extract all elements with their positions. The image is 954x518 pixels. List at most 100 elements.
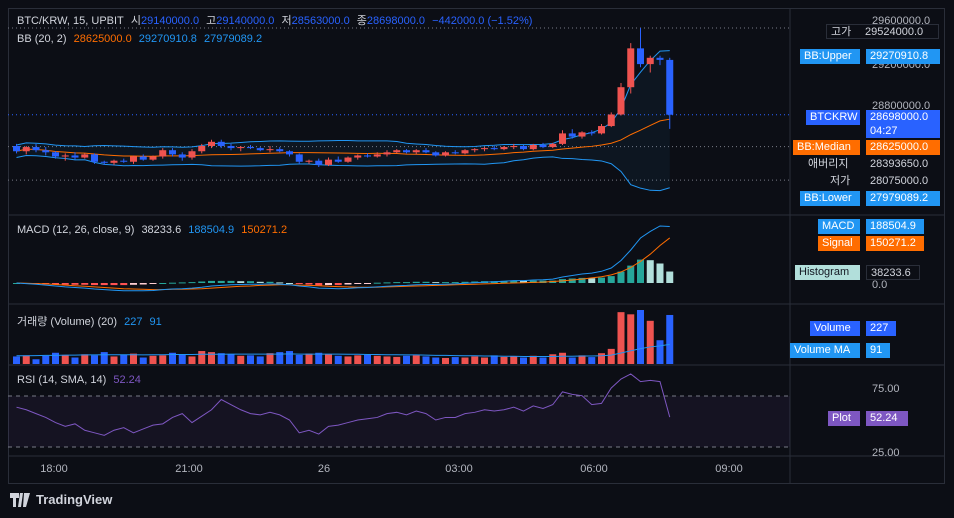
candle-body: [529, 144, 537, 150]
volume-bar: [432, 357, 440, 364]
macd-histogram-bar: [139, 283, 147, 285]
candle-body: [13, 146, 20, 152]
rsi-label: RSI (14, SMA, 14): [17, 374, 107, 386]
macd-histogram-bar: [344, 283, 352, 285]
volume-bar: [656, 340, 664, 364]
candle-body: [656, 57, 664, 60]
tradingview-wordmark: TradingView: [36, 492, 113, 507]
open-value: 29140000.0: [140, 15, 200, 27]
volume-value: 227: [124, 316, 143, 328]
macd-tick-0: 0.0: [872, 279, 887, 291]
macd-histogram-bar: [442, 282, 449, 284]
macd-tag-label: MACD: [818, 219, 860, 234]
candle-body: [666, 59, 674, 115]
volume-legend[interactable]: 거래량 (Volume) (20) 227 91: [17, 313, 166, 329]
signal-tag-label: Signal: [818, 236, 860, 251]
high-label: 고: [206, 15, 217, 27]
last-price-tag-label: BTCKRW: [806, 110, 860, 125]
volume-bar: [149, 355, 157, 364]
low-label: 저: [281, 15, 292, 27]
volume-bar: [364, 354, 371, 364]
volume-bar: [305, 353, 313, 364]
candle-body: [588, 132, 596, 134]
volume-bar: [52, 352, 59, 364]
macd-histogram-bar: [286, 283, 293, 284]
candle-body: [22, 147, 30, 152]
macd-histogram-bar: [383, 282, 391, 284]
macd-histogram-bar: [334, 283, 342, 286]
candle-body: [91, 154, 98, 162]
candle-body: [471, 149, 479, 151]
candle-body: [266, 149, 274, 151]
bb-label: BB (20, 2): [17, 33, 67, 45]
candle-body: [256, 148, 264, 151]
volume-ma-value: 91: [149, 316, 162, 328]
symbol-name: BTC/KRW, 15, UPBIT: [17, 15, 124, 27]
volume-bar: [61, 354, 69, 364]
candle-body: [403, 150, 410, 153]
macd-histogram-bar: [627, 265, 635, 283]
macd-histogram-bar: [169, 282, 176, 284]
volume-bar: [42, 355, 50, 364]
macd-histogram-bar: [451, 282, 459, 284]
open-label: 시: [130, 15, 141, 27]
close-value: 28698000.0: [366, 15, 426, 27]
volume-bar: [344, 356, 352, 364]
macd-legend[interactable]: MACD (12, 26, close, 9) 38233.6 188504.9…: [17, 224, 291, 236]
macd-signal-line: [16, 237, 671, 291]
candle-body: [442, 152, 449, 156]
volume-bar: [666, 314, 674, 364]
volume-bar: [646, 320, 654, 364]
volume-bar: [500, 356, 508, 364]
volume-bar: [178, 354, 186, 364]
volume-bar: [490, 355, 498, 364]
candle-body: [227, 146, 235, 149]
macd-histogram-bar: [510, 280, 518, 283]
bb-legend[interactable]: BB (20, 2) 28625000.0 29270910.8 2797908…: [17, 33, 266, 45]
volume-bar: [81, 354, 89, 364]
candle-body: [412, 150, 420, 153]
macd-histogram-bar: [295, 283, 303, 284]
volume-bar: [481, 357, 488, 364]
macd-histogram-bar: [588, 278, 596, 283]
macd-histogram-bar: [120, 283, 128, 286]
rsi-plot-tag-label: Plot: [828, 411, 860, 426]
candle-body: [159, 150, 167, 157]
candle-body: [139, 156, 147, 160]
macd-histogram-bar: [373, 282, 381, 284]
candle-body: [100, 161, 108, 163]
candle-body: [500, 147, 508, 150]
volume-ma-line: [16, 343, 670, 357]
rsi-legend[interactable]: RSI (14, SMA, 14) 52.24: [17, 374, 145, 386]
macd-value: 188504.9: [188, 224, 235, 236]
time-tick-0900: 09:00: [715, 463, 743, 475]
volume-bar: [159, 355, 167, 364]
macd-tag-value: 188504.9: [866, 219, 924, 234]
macd-histogram-bar: [500, 280, 508, 283]
macd-histogram-bar: [305, 283, 313, 285]
candle-body: [481, 148, 488, 150]
bb-lower-line: [16, 154, 670, 192]
tradingview-logo[interactable]: TradingView: [10, 492, 112, 507]
volume-bar: [471, 356, 479, 364]
time-tick-0600: 06:00: [580, 463, 608, 475]
macd-histogram-bar: [412, 281, 420, 283]
macd-histogram-bar: [217, 280, 225, 283]
volume-bar: [22, 355, 30, 364]
candle-body: [276, 149, 284, 152]
macd-histogram-bar: [130, 283, 137, 285]
macd-histogram-bar: [159, 283, 167, 284]
candle-body: [607, 114, 615, 127]
volume-bar: [130, 353, 137, 364]
macd-histogram-bar: [266, 281, 274, 283]
candle-body: [325, 159, 332, 165]
bb-upper-tag-label: BB:Upper: [800, 49, 860, 64]
candle-body: [32, 147, 40, 151]
volume-bar: [383, 356, 391, 364]
volume-bar: [120, 354, 128, 364]
volume-label: 거래량 (Volume) (20): [17, 316, 118, 328]
macd-histogram-bar: [646, 260, 654, 283]
volume-bar: [256, 356, 264, 364]
volume-bar: [13, 356, 20, 364]
